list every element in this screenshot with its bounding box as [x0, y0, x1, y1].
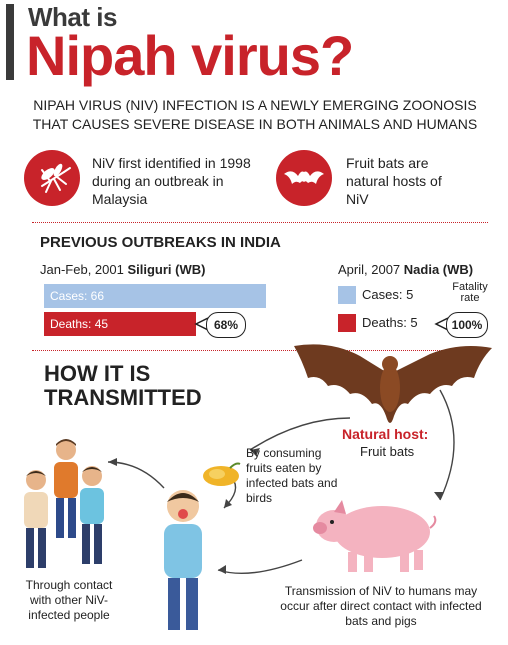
bar-cases-left-label: Cases: 66 [50, 289, 105, 303]
natural-host-sub: Fruit bats [360, 444, 415, 459]
bar-deaths-left-label: Deaths: 45 [50, 317, 109, 331]
outbreaks-heading: PREVIOUS OUTBREAKS IN INDIA [40, 234, 281, 251]
pig-illustration [313, 500, 437, 572]
contact-caption: Through contact with other NiV-infected … [25, 578, 113, 622]
divider [32, 222, 488, 223]
fatality-badge-left: 68% [206, 312, 246, 338]
bat-illustration [294, 344, 492, 423]
outbreak-right-place: Nadia (WB) [403, 262, 474, 277]
fatality-rate-label: Fatality rate [452, 281, 488, 304]
pigs-caption: Transmission of NiV to humans may occur … [280, 584, 482, 628]
bar-deaths-left: Deaths: 45 [44, 312, 196, 336]
outbreak-right-date: April, 2007 [338, 262, 401, 277]
sick-person-illustration [164, 490, 202, 630]
outbreak-left-place: Siliguri (WB) [127, 262, 206, 277]
outbreak-left-date: Jan-Feb, 2001 [40, 262, 124, 277]
bat-icon [276, 150, 332, 206]
divider [32, 350, 488, 351]
people-group-illustration [24, 439, 104, 568]
bubble-pointer-left [194, 317, 208, 331]
fruits-caption: By consuming fruits eaten by infected ba… [246, 446, 338, 505]
fact-first-identified: NiV first identified in 1998 during an o… [92, 155, 251, 207]
mosquito-icon [24, 150, 80, 206]
title-line-2: Nipah virus? [26, 24, 354, 87]
legend-cases-swatch [338, 286, 356, 304]
fatality-badge-right: 100% [446, 312, 488, 338]
outbreak-left-location: Jan-Feb, 2001 Siliguri (WB) [40, 262, 205, 277]
fruit-icon [203, 462, 241, 486]
legend-deaths-swatch [338, 314, 356, 332]
bubble-pointer-right [434, 317, 448, 331]
deaths-right-label: Deaths: 5 [362, 315, 418, 330]
fact-fruit-bats: Fruit bats are natural hosts of NiV [346, 155, 442, 207]
title-accent-bar [6, 4, 14, 80]
intro-text: NIPAH VIRUS (NIV) INFECTION IS A NEWLY E… [32, 97, 478, 132]
outbreak-right-location: April, 2007 Nadia (WB) [338, 262, 473, 277]
natural-host-label: Natural host: [342, 426, 429, 442]
bar-cases-left: Cases: 66 [44, 284, 266, 308]
title-line-1: What is [28, 2, 117, 32]
transmission-heading: HOW IT IS TRANSMITTED [44, 361, 202, 410]
cases-right-label: Cases: 5 [362, 287, 414, 302]
